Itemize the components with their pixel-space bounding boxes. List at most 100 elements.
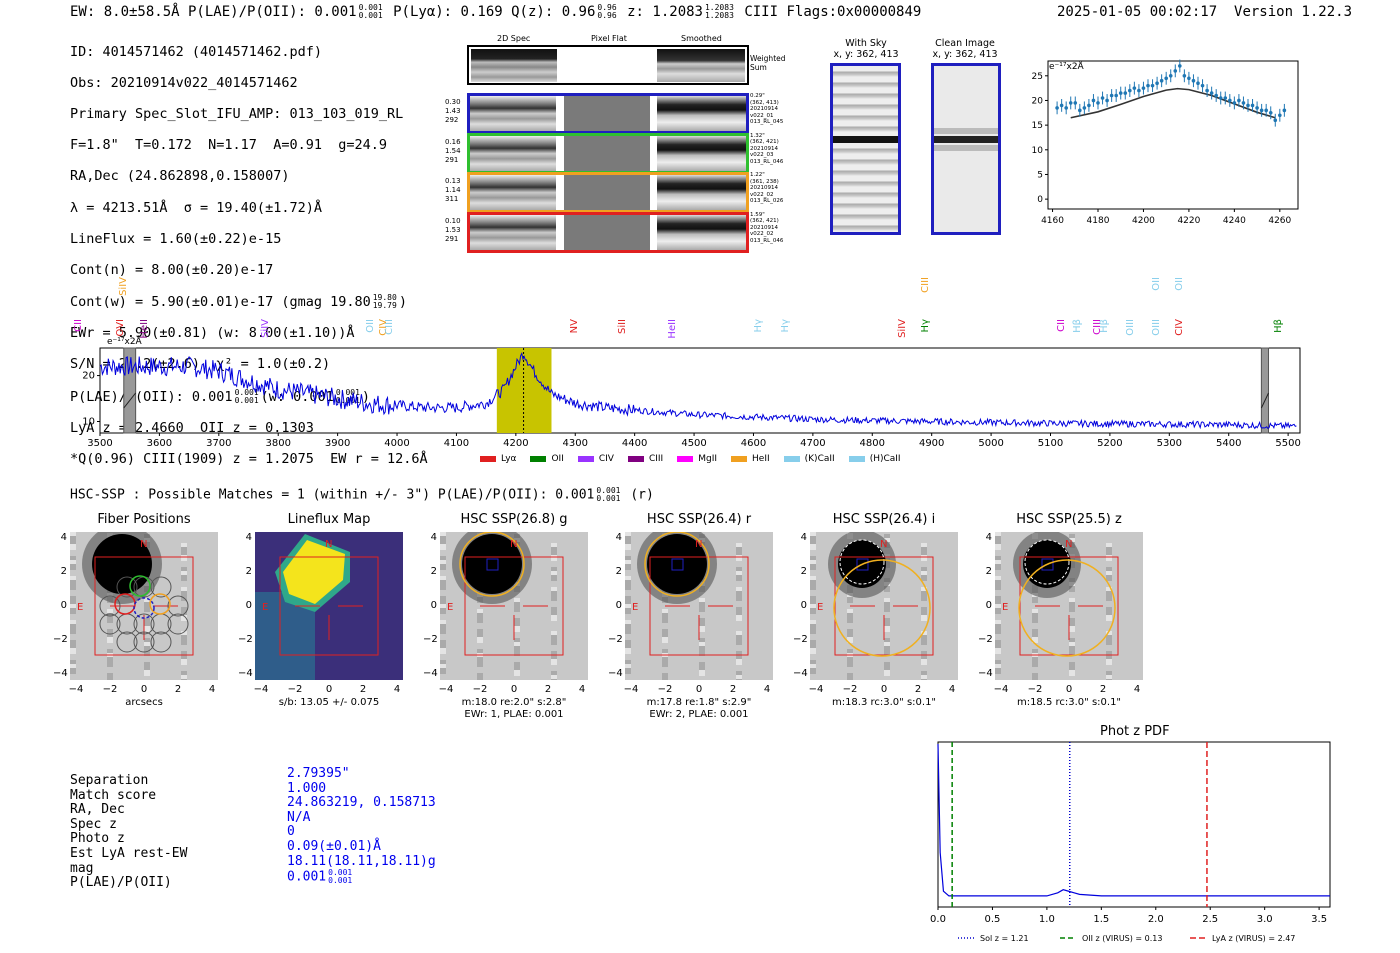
zoom-data-point <box>1228 98 1232 103</box>
catalog-marker <box>856 558 869 571</box>
stamp-noise <box>921 611 927 617</box>
stamp-xtick-label: 4 <box>1133 684 1141 695</box>
info-gmag-hi: 19.80 <box>372 293 397 303</box>
stamp-noise <box>662 633 668 639</box>
stamp-noise <box>440 564 446 570</box>
legend-label: HeII <box>752 454 770 464</box>
spectrum-xtick-label: 3600 <box>147 438 172 449</box>
stamp-noise <box>107 661 113 667</box>
cutout-row-right-val: (362, 421) <box>750 139 779 146</box>
cutout-row-right-val: 20210914 <box>750 106 778 113</box>
stamp-noise <box>810 604 816 610</box>
stamp-noise <box>144 650 150 656</box>
fiber-circle <box>116 631 138 653</box>
stamp-noise <box>736 551 742 557</box>
line-label: NV <box>569 319 581 334</box>
match-label: mag <box>70 860 94 876</box>
stamp-noise <box>107 673 113 679</box>
stamp-noise <box>995 576 1001 582</box>
stamp-noise <box>736 675 742 680</box>
stamp-noise <box>181 567 187 573</box>
zoom-data-point <box>1182 74 1187 78</box>
stamp-noise <box>921 547 927 553</box>
legend-swatch <box>627 456 644 462</box>
stamp-noise <box>921 659 927 665</box>
stamp-noise <box>995 560 1001 566</box>
masked-hatch <box>1260 392 1269 409</box>
stamp-noise <box>921 587 927 593</box>
cutout-title-pixelflat: Pixel Flat <box>591 34 627 43</box>
pdf-xtick-label: 1.0 <box>1039 914 1055 925</box>
info-plae-lo: 0.001 <box>234 395 259 405</box>
line-label: SiIV <box>897 319 909 338</box>
match-value: N/A <box>287 810 436 826</box>
fiber-box <box>834 556 934 656</box>
fiber-circle <box>116 576 138 598</box>
stamp-noise <box>625 560 631 566</box>
zoom-data-point <box>1196 81 1200 85</box>
stamp-noise <box>921 639 927 645</box>
header-plae-range: 0.001 0.001 <box>359 4 383 20</box>
stamp-noise <box>551 571 557 577</box>
stamp-image-5: NE <box>995 532 1143 680</box>
cutout-row-right-val: 20210914 <box>750 145 778 152</box>
stamp-image-3: NE <box>625 532 773 680</box>
spectrum-xtick-label: 5200 <box>1097 438 1122 449</box>
zoom-ytick-label: 5 <box>1037 170 1043 180</box>
stamp-noise <box>921 555 927 561</box>
stamp-noise <box>1069 646 1075 652</box>
stamp-noise <box>144 646 150 652</box>
spectrum-xtick-label: 5000 <box>978 438 1003 449</box>
east-marker: E <box>262 602 268 613</box>
stamp-ytick-label: 0 <box>800 600 807 611</box>
stamp-xtick-label: −4 <box>253 684 269 695</box>
stamp-noise <box>995 604 1001 610</box>
stamp-noise <box>181 615 187 621</box>
stamp-noise <box>921 631 927 637</box>
stamp-noise <box>1032 609 1038 615</box>
clean-halo-top <box>934 128 998 134</box>
zoom-data-point <box>1187 76 1191 81</box>
cutout-row-right-0: 0.29" (362, 413) 20210914 v022_01 013_RL_045 <box>750 93 792 126</box>
stamp-noise <box>477 609 483 615</box>
stamp-noise <box>884 618 890 624</box>
match-value-text: 0 <box>287 824 295 840</box>
spectrum-xtick-label: 5300 <box>1157 438 1182 449</box>
stamp-noise <box>181 639 187 645</box>
zoom-unit: e⁻¹⁷x2Å <box>1049 62 1084 72</box>
zoom-data-point <box>1064 106 1068 110</box>
stamp-noise <box>440 580 446 586</box>
stamp-noise <box>1032 613 1038 619</box>
north-marker: N <box>880 539 887 550</box>
stamp-noise <box>514 606 520 612</box>
zoom-data-point <box>1218 96 1223 100</box>
zoom-data-point <box>1146 83 1150 88</box>
stamp-noise <box>995 532 1001 538</box>
legend-swatch <box>530 456 547 462</box>
line-label: OVI <box>114 319 126 337</box>
cutout-row-right-val: v022_03 <box>750 152 774 159</box>
cutout-row-right-3: 1.59" (362, 421) 20210914 v022_02 013_RL_046 <box>750 212 792 245</box>
zoom-data-point <box>1246 103 1250 108</box>
stamp-noise <box>995 608 1001 614</box>
stamp-noise <box>625 600 631 606</box>
cutout-row-2 <box>467 172 749 213</box>
stamp-noise <box>699 662 705 668</box>
stamp-noise <box>995 556 1001 562</box>
pdf-xtick-label: 2.0 <box>1148 914 1164 925</box>
stamp-noise <box>144 598 150 604</box>
match-value-text: 1.000 <box>287 780 327 796</box>
match-value: 0.001 0.001 0.001 <box>287 869 436 885</box>
stamp-noise <box>995 596 1001 602</box>
stamp-noise <box>625 532 631 538</box>
stamp-noise <box>551 655 557 661</box>
stamp-noise <box>995 624 1001 630</box>
cutout-smoothed-image-2 <box>657 175 746 210</box>
legend-swatch <box>577 456 594 462</box>
stamp-noise <box>810 576 816 582</box>
pdf-legend-label: LyA z (VIRUS) = 2.47 <box>1212 934 1295 943</box>
north-marker: N <box>695 539 702 550</box>
east-marker: E <box>1002 602 1008 613</box>
stamp-noise <box>144 606 150 612</box>
line-label: HeII <box>667 319 679 339</box>
